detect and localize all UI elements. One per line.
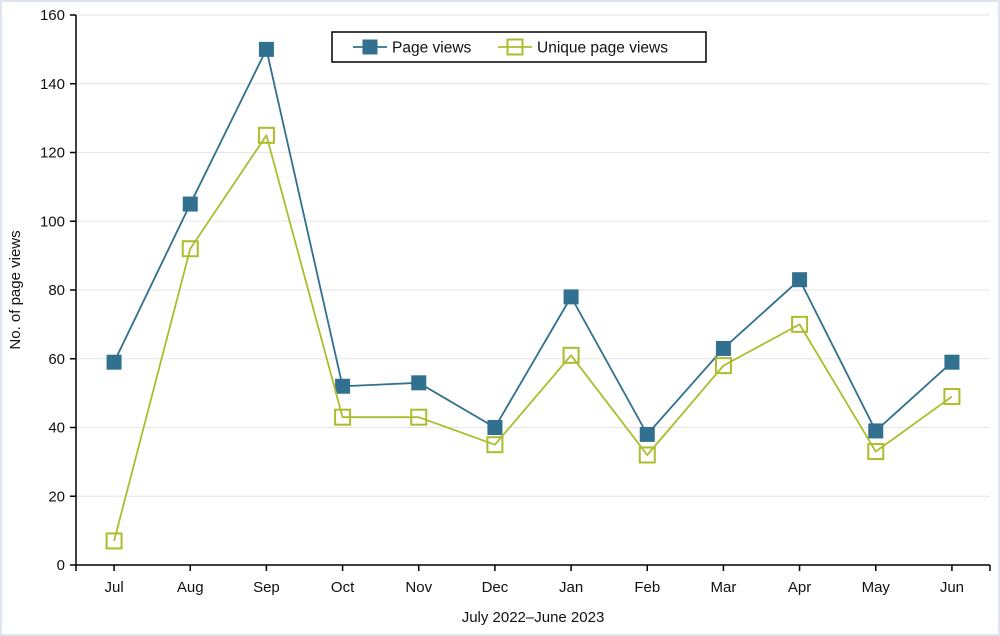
marker-unique-page-views — [943, 388, 961, 406]
marker-unique-page-views — [714, 357, 732, 375]
x-tick-label-jun: Jun — [940, 579, 964, 596]
x-tick-label-may: May — [862, 579, 891, 596]
x-tick-label-aug: Aug — [177, 579, 204, 596]
marker-unique-page-views — [562, 346, 580, 364]
series-line-page-views — [113, 48, 953, 436]
y-tick-label: 140 — [40, 76, 65, 93]
x-tick-label-nov: Nov — [405, 579, 432, 596]
legend-marker-unique-page-views — [506, 38, 524, 56]
gridlines — [76, 14, 990, 497]
marker-page-views — [487, 420, 503, 435]
x-tick-label-oct: Oct — [331, 579, 355, 596]
x-tick-label-jul: Jul — [104, 579, 123, 596]
marker-page-views — [868, 423, 884, 439]
y-axis-title: No. of page views — [7, 230, 24, 349]
marker-unique-page-views — [257, 126, 275, 144]
series-line-unique-page-views — [113, 134, 953, 542]
legend-marker-page-views — [362, 39, 378, 55]
y-tick-label: 60 — [48, 351, 65, 368]
marker-unique-page-views — [867, 443, 885, 461]
y-tick-label: 0 — [57, 557, 65, 574]
x-tick-label-dec: Dec — [482, 579, 509, 596]
marker-page-views — [639, 426, 655, 442]
marker-unique-page-views — [410, 408, 428, 426]
series-unique-page-views — [105, 126, 961, 550]
marker-page-views — [106, 354, 122, 370]
x-tick-label-sep: Sep — [253, 579, 280, 596]
marker-unique-page-views — [181, 240, 199, 258]
x-axis-title: July 2022–June 2023 — [462, 609, 605, 626]
marker-page-views — [411, 375, 427, 391]
marker-unique-page-views — [486, 436, 504, 454]
legend-label-unique-page-views: Unique page views — [537, 40, 668, 57]
series-page-views — [106, 41, 960, 442]
y-tick-label: 80 — [48, 282, 65, 299]
y-tick-label: 160 — [40, 7, 65, 24]
marker-unique-page-views — [638, 446, 656, 464]
y-tick-label: 20 — [48, 488, 65, 505]
marker-unique-page-views — [334, 408, 352, 426]
marker-page-views — [258, 41, 274, 57]
y-tick-label: 120 — [40, 145, 65, 162]
marker-unique-page-views — [105, 532, 123, 550]
marker-page-views — [715, 340, 731, 356]
legend-item-unique-page-views: Unique page views — [498, 38, 668, 57]
x-tick-label-apr: Apr — [788, 579, 811, 596]
x-tick-label-jan: Jan — [559, 579, 583, 596]
y-tick-label: 100 — [40, 213, 65, 230]
legend: Page views Unique page views — [331, 31, 707, 63]
legend-item-page-views: Page views — [353, 39, 472, 57]
marker-page-views — [182, 196, 198, 212]
x-tick-label-mar: Mar — [710, 579, 736, 596]
y-tick-label: 40 — [48, 420, 65, 437]
marker-page-views — [792, 272, 808, 288]
x-tick-label-feb: Feb — [634, 579, 660, 596]
marker-unique-page-views — [791, 315, 809, 333]
legend-label-page-views: Page views — [392, 40, 472, 57]
marker-page-views — [563, 289, 579, 305]
marker-page-views — [944, 354, 960, 370]
marker-page-views — [335, 378, 351, 394]
axes: 0 20 40 60 80 100 120 140 160 Jul Aug Sep Oct Nov Dec J… — [7, 7, 991, 626]
